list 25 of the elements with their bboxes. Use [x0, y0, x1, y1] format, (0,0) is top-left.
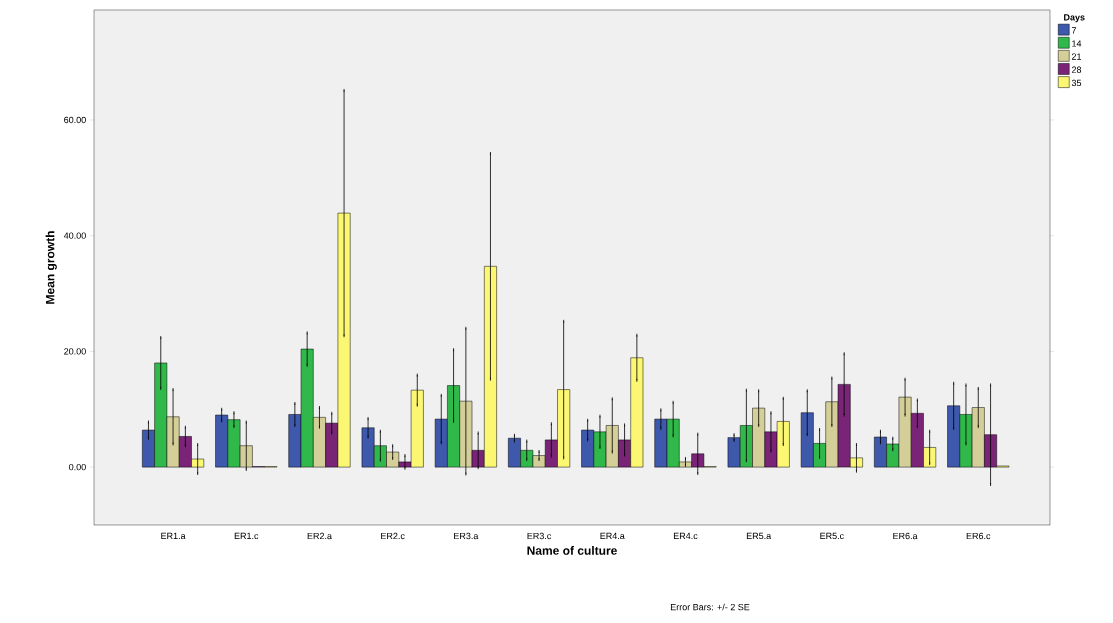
x-tick-label: ER5.c: [820, 532, 844, 540]
legend-label: 28: [1071, 66, 1082, 73]
legend-label: 21: [1071, 53, 1082, 60]
legend-label: 14: [1072, 40, 1082, 47]
y-axis-title: Mean growth: [45, 231, 57, 304]
x-tick-label: ER1.c: [234, 532, 259, 540]
x-tick-label: ER3.c: [527, 532, 552, 540]
x-tick-label: ER1.a: [161, 532, 186, 540]
legend-title: Days: [1064, 14, 1085, 23]
x-tick-label: ER5.a: [746, 532, 772, 540]
x-tick-label: ER4.c: [673, 532, 698, 540]
text: Error Bars: +/- 2 SE: [670, 603, 750, 611]
x-tick-label: ER4.a: [600, 532, 625, 540]
legend-label: 7: [1071, 27, 1077, 34]
y-tick-label: 0.00: [69, 463, 86, 471]
x-axis-title: Name of culture: [527, 546, 617, 555]
legend-label: 35: [1071, 79, 1082, 87]
x-tick-label: ER2.c: [381, 532, 405, 540]
y-tick-label: 60.00: [64, 116, 86, 124]
y-tick-label: 20.00: [64, 348, 86, 355]
x-tick-label: ER3.a: [454, 532, 479, 540]
x-tick-label: ER6.a: [893, 532, 918, 540]
x-tick-label: ER6.c: [966, 532, 991, 540]
y-tick-label: 40.00: [63, 232, 86, 239]
x-tick-label: ER2.a: [307, 532, 332, 540]
